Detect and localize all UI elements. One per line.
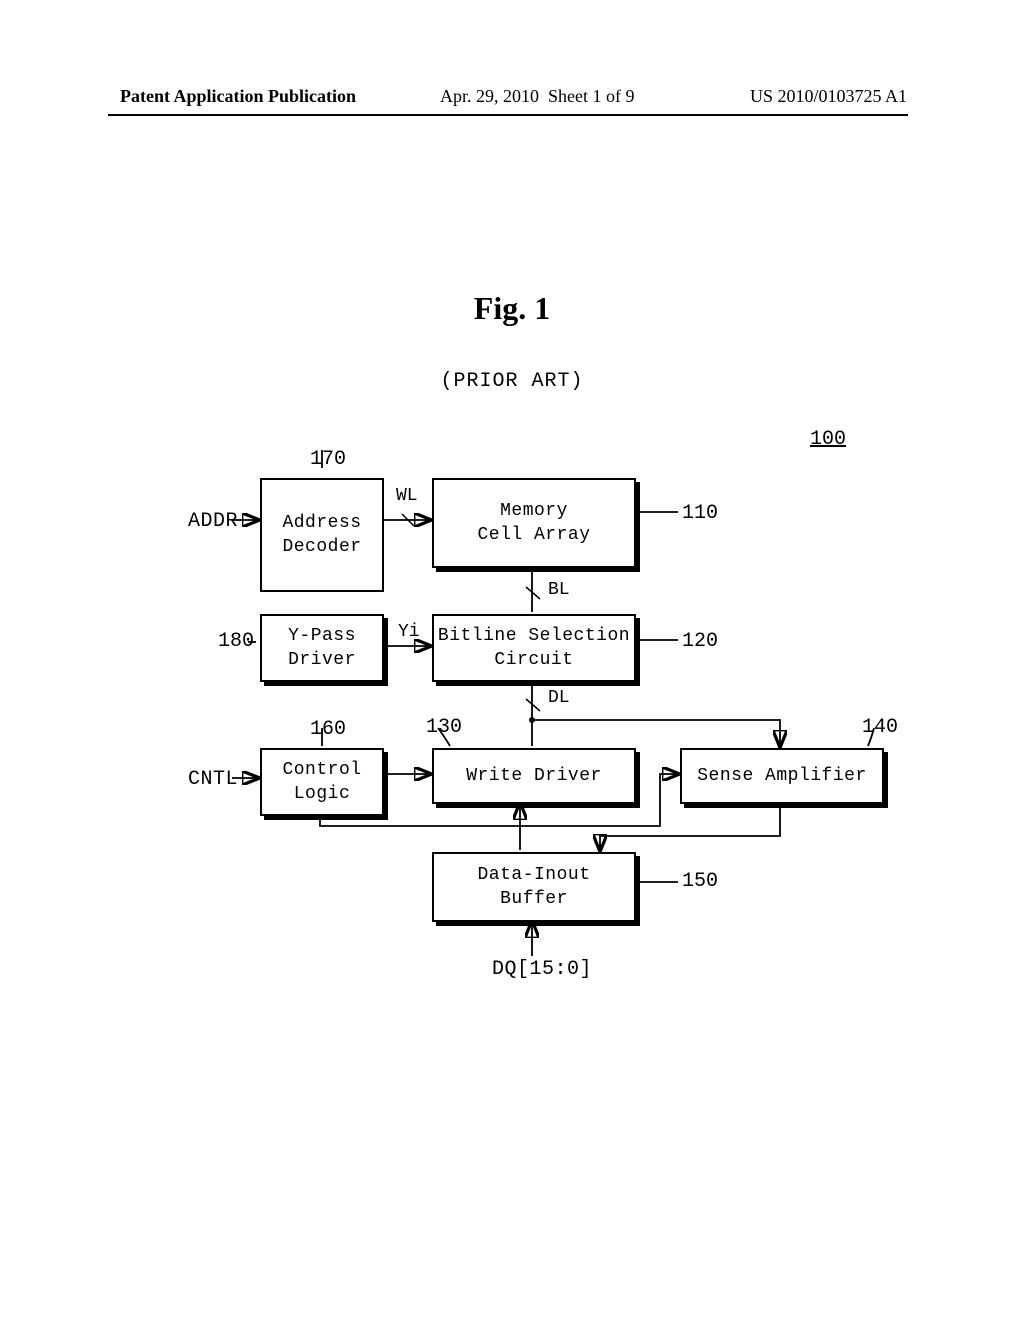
ref-170: 170 — [310, 448, 346, 471]
signal-dl: DL — [548, 688, 570, 708]
signal-yi: Yi — [398, 622, 420, 642]
ref-110: 110 — [682, 502, 718, 525]
header-rule — [108, 114, 908, 116]
block-bitline-selection: Bitline Selection Circuit — [432, 614, 636, 682]
block-diagram: 100 Address Decoder 170 Memory Cell Arra… — [0, 420, 1024, 1060]
block-sense-amplifier: Sense Amplifier — [680, 748, 884, 804]
pub-label: Patent Application Publication — [120, 86, 356, 107]
block-ypass-driver: Y-Pass Driver — [260, 614, 384, 682]
signal-cntl: CNTL — [188, 768, 238, 791]
ref-120: 120 — [682, 630, 718, 653]
block-control-logic: Control Logic — [260, 748, 384, 816]
block-address-decoder: Address Decoder — [260, 478, 384, 592]
ref-140: 140 — [862, 716, 898, 739]
signal-wl: WL — [396, 486, 418, 506]
signal-dq: DQ[15:0] — [492, 958, 592, 981]
ref-150: 150 — [682, 870, 718, 893]
signal-bl: BL — [548, 580, 570, 600]
ref-180: 180 — [218, 630, 254, 653]
date-sheet: Apr. 29, 2010 Sheet 1 of 9 — [440, 86, 634, 107]
signal-addr: ADDR — [188, 510, 238, 533]
ref-system: 100 — [810, 428, 846, 451]
prior-art-label: (PRIOR ART) — [0, 370, 1024, 393]
block-memory-cell-array: Memory Cell Array — [432, 478, 636, 568]
block-write-driver: Write Driver — [432, 748, 636, 804]
block-data-buffer: Data-Inout Buffer — [432, 852, 636, 922]
pub-number: US 2010/0103725 A1 — [750, 86, 907, 107]
figure-title: Fig. 1 — [0, 290, 1024, 327]
ref-160: 160 — [310, 718, 346, 741]
ref-130: 130 — [426, 716, 462, 739]
